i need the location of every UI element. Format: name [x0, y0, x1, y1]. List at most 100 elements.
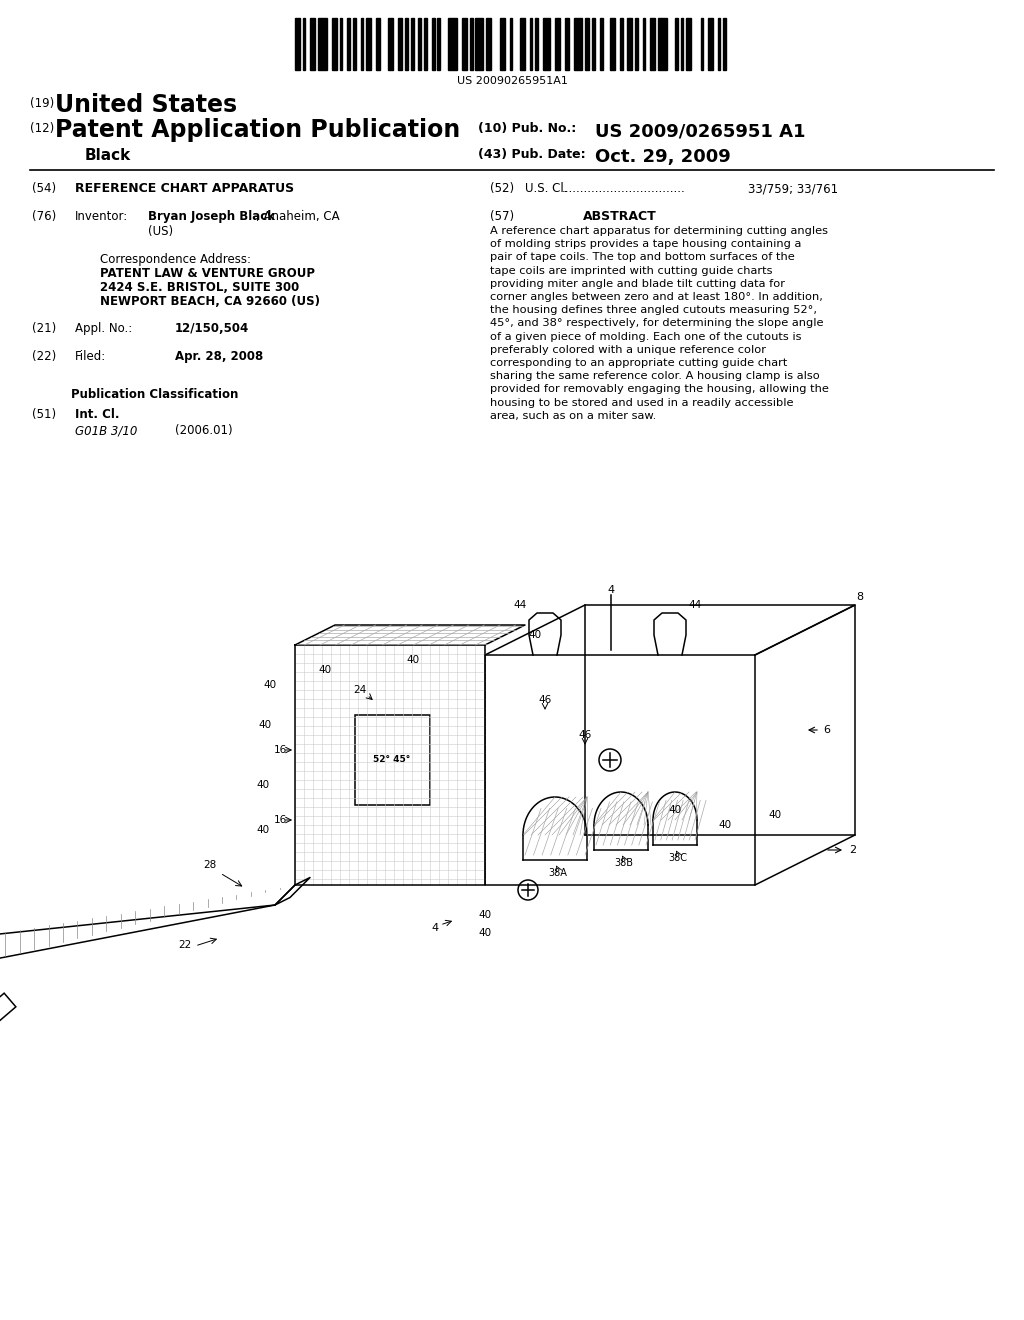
Bar: [500, 18, 505, 70]
Text: provided for removably engaging the housing, allowing the: provided for removably engaging the hous…: [490, 384, 828, 395]
Bar: [536, 18, 539, 70]
Bar: [543, 18, 551, 70]
Text: 40: 40: [478, 909, 492, 920]
Text: 45°, and 38° respectively, for determining the slope angle: 45°, and 38° respectively, for determini…: [490, 318, 823, 329]
Bar: [650, 18, 655, 70]
Text: 40: 40: [669, 805, 682, 814]
Text: U.S. Cl.: U.S. Cl.: [525, 182, 567, 195]
Text: (57): (57): [490, 210, 514, 223]
Text: 40: 40: [407, 655, 420, 665]
Text: tape coils are imprinted with cutting guide charts: tape coils are imprinted with cutting gu…: [490, 265, 772, 276]
Text: 8: 8: [856, 591, 863, 602]
Bar: [397, 18, 402, 70]
Text: 46: 46: [579, 730, 592, 741]
Text: 16: 16: [273, 814, 287, 825]
Text: corner angles between zero and at least 180°. In addition,: corner angles between zero and at least …: [490, 292, 823, 302]
Bar: [475, 18, 483, 70]
Bar: [564, 18, 569, 70]
Text: (52): (52): [490, 182, 514, 195]
Bar: [520, 18, 525, 70]
Text: 44: 44: [688, 601, 701, 610]
Text: (2006.01): (2006.01): [175, 424, 232, 437]
Bar: [360, 18, 364, 70]
Text: 52° 45°: 52° 45°: [374, 755, 411, 764]
Text: (54): (54): [32, 182, 56, 195]
Text: (21): (21): [32, 322, 56, 335]
Bar: [470, 18, 473, 70]
Text: the housing defines three angled cutouts measuring 52°,: the housing defines three angled cutouts…: [490, 305, 817, 315]
Text: 46: 46: [539, 696, 552, 705]
Text: Publication Classification: Publication Classification: [72, 388, 239, 401]
Text: PATENT LAW & VENTURE GROUP: PATENT LAW & VENTURE GROUP: [100, 267, 315, 280]
Text: US 2009/0265951 A1: US 2009/0265951 A1: [595, 121, 806, 140]
Bar: [620, 18, 623, 70]
Bar: [610, 18, 615, 70]
Text: providing miter angle and blade tilt cutting data for: providing miter angle and blade tilt cut…: [490, 279, 785, 289]
Text: 16: 16: [273, 744, 287, 755]
Bar: [424, 18, 427, 70]
Text: 28: 28: [204, 861, 217, 870]
Text: preferably colored with a unique reference color: preferably colored with a unique referen…: [490, 345, 766, 355]
Text: pair of tape coils. The top and bottom surfaces of the: pair of tape coils. The top and bottom s…: [490, 252, 795, 263]
Text: (US): (US): [148, 224, 173, 238]
Bar: [686, 18, 691, 70]
Text: 40: 40: [256, 780, 269, 789]
Text: NEWPORT BEACH, CA 92660 (US): NEWPORT BEACH, CA 92660 (US): [100, 294, 319, 308]
Text: 38C: 38C: [669, 853, 687, 863]
Text: .................................: .................................: [562, 182, 686, 195]
Text: 24: 24: [353, 685, 367, 696]
Text: ABSTRACT: ABSTRACT: [583, 210, 656, 223]
Bar: [295, 18, 300, 70]
Text: sharing the same reference color. A housing clamp is also: sharing the same reference color. A hous…: [490, 371, 820, 381]
Bar: [447, 18, 458, 70]
Text: 40: 40: [258, 719, 271, 730]
Bar: [681, 18, 683, 70]
Text: (19): (19): [30, 96, 54, 110]
Bar: [574, 18, 582, 70]
Text: Oct. 29, 2009: Oct. 29, 2009: [595, 148, 731, 166]
Bar: [657, 18, 668, 70]
Text: 40: 40: [263, 680, 276, 690]
Text: area, such as on a miter saw.: area, such as on a miter saw.: [490, 411, 656, 421]
FancyArrow shape: [0, 993, 15, 1060]
Bar: [376, 18, 381, 70]
Text: 38A: 38A: [549, 869, 567, 878]
Text: 4: 4: [431, 923, 438, 933]
Text: 40: 40: [768, 810, 781, 820]
Text: 38B: 38B: [614, 858, 634, 869]
Text: (43) Pub. Date:: (43) Pub. Date:: [478, 148, 586, 161]
Text: Apr. 28, 2008: Apr. 28, 2008: [175, 350, 263, 363]
Bar: [317, 18, 328, 70]
Text: Correspondence Address:: Correspondence Address:: [100, 253, 251, 267]
Bar: [592, 18, 595, 70]
Bar: [411, 18, 414, 70]
Text: 40: 40: [478, 928, 492, 939]
Text: corresponding to an appropriate cutting guide chart: corresponding to an appropriate cutting …: [490, 358, 787, 368]
Bar: [303, 18, 305, 70]
Bar: [340, 18, 342, 70]
Text: 2: 2: [850, 845, 856, 855]
Bar: [437, 18, 440, 70]
Bar: [643, 18, 645, 70]
Bar: [635, 18, 638, 70]
Bar: [388, 18, 393, 70]
Bar: [700, 18, 703, 70]
Text: of molding strips provides a tape housing containing a: of molding strips provides a tape housin…: [490, 239, 802, 249]
Bar: [718, 18, 721, 70]
Text: G01B 3/10: G01B 3/10: [75, 424, 137, 437]
Bar: [462, 18, 467, 70]
Bar: [406, 18, 408, 70]
Text: Patent Application Publication: Patent Application Publication: [55, 117, 460, 143]
Text: US 20090265951A1: US 20090265951A1: [457, 77, 567, 86]
Text: 22: 22: [178, 940, 191, 950]
Bar: [510, 18, 512, 70]
Bar: [600, 18, 603, 70]
Bar: [485, 18, 490, 70]
Text: (76): (76): [32, 210, 56, 223]
Text: (22): (22): [32, 350, 56, 363]
Text: 40: 40: [528, 630, 542, 640]
Text: 40: 40: [318, 665, 332, 675]
Text: Inventor:: Inventor:: [75, 210, 128, 223]
Text: Bryan Joseph Black: Bryan Joseph Black: [148, 210, 275, 223]
Text: (10) Pub. No.:: (10) Pub. No.:: [478, 121, 577, 135]
